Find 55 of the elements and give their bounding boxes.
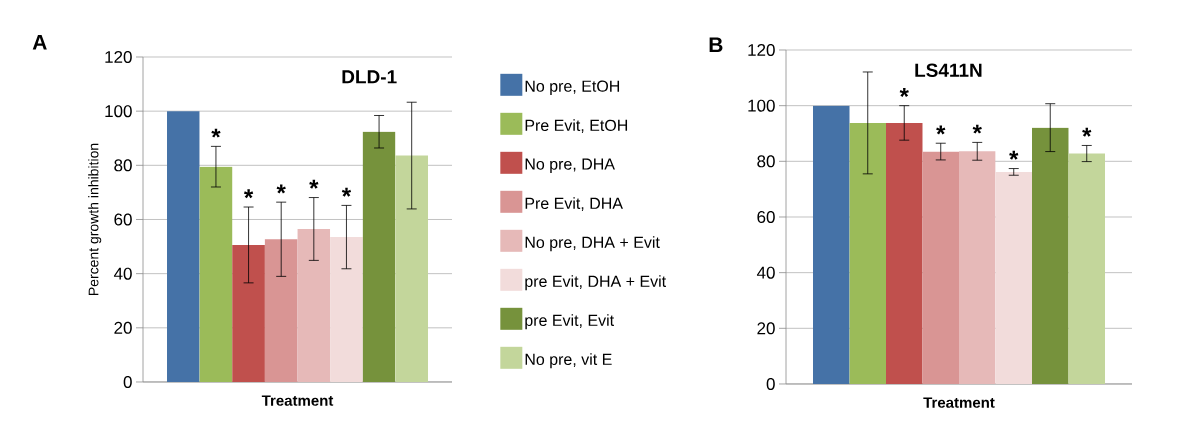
legend-label: No pre, DHA + Evit [525,236,660,252]
data-label: * [936,125,946,135]
y-tick-label: 120 [748,43,775,57]
y-tick-label: 40 [113,267,132,280]
bar [330,237,363,382]
legend-label: Pre Evit, DHA [525,197,623,211]
y-axis-title: Percent growth inhibition [88,143,102,295]
bar [199,166,233,382]
y-tick-label: 40 [756,266,775,279]
bar [1068,153,1105,384]
y-tick-label: 100 [748,99,775,112]
y-tick-label: 80 [757,155,775,168]
y-tick-label: 20 [757,322,775,335]
data-label: * [243,189,254,199]
legend-label: No pre, EtOH [525,80,620,95]
bar [264,239,298,382]
y-tick-label: 100 [105,105,132,118]
bar [232,244,265,382]
bar [849,122,886,384]
chart-title: A [32,35,47,50]
y-tick-label: 60 [757,210,775,224]
data-label: * [211,128,221,138]
legend-label: Pre Evit, EtOH [525,119,628,133]
y-tick-label: 60 [114,213,132,226]
legend-label: pre Evit, Evit [525,314,614,330]
data-label: * [1009,150,1019,160]
y-tick-label: 80 [114,159,132,172]
x-axis-title: Treatment [261,395,334,406]
legend-label: pre Evit, DHA + Evit [525,275,667,291]
bar [395,155,429,382]
legend-label: No pre, DHA [525,158,615,173]
y-tick-label: 120 [105,50,132,64]
bar [922,151,959,384]
chart-title: B [709,37,723,52]
legend-label: No pre, vit E [525,353,612,369]
data-label: * [341,187,352,197]
y-tick-label: 0 [766,377,775,391]
bar [167,111,200,382]
bar [959,151,996,384]
data-label: * [1082,127,1092,137]
annotation: DLD-1 [342,70,397,84]
data-label: * [309,179,319,189]
bar [886,122,923,384]
bar [362,131,396,382]
bar [1032,127,1069,384]
y-tick-label: 0 [123,375,132,389]
x-axis-title: Treatment [923,397,995,408]
annotation: LS411N [915,63,982,77]
y-tick-label: 20 [114,321,132,334]
data-label: * [276,184,286,194]
bar [813,105,850,384]
bar [995,171,1032,384]
data-label: * [899,87,909,97]
data-label: * [972,124,982,134]
bar [297,228,331,382]
